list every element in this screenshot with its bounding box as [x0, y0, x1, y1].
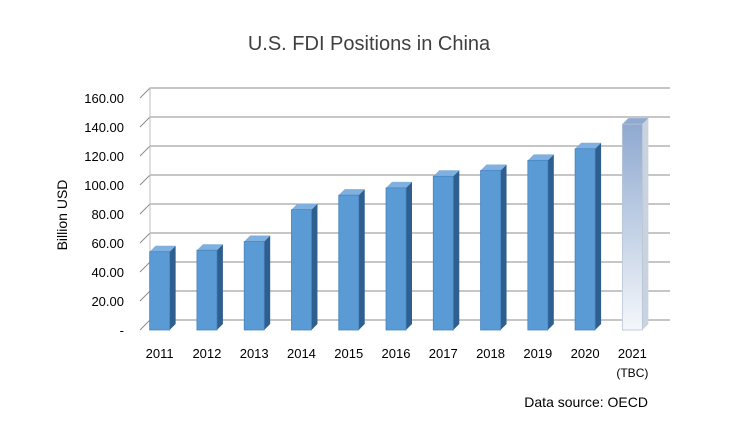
bar-top	[149, 245, 176, 252]
bar-side	[264, 235, 271, 330]
y-tick-label: 100.00	[84, 178, 124, 193]
bar-front	[196, 249, 218, 331]
y-tick-label: -	[120, 323, 124, 338]
bar	[480, 164, 507, 331]
y-tick-label: 120.00	[84, 149, 124, 164]
chart-title: U.S. FDI Positions in China	[247, 33, 491, 55]
bar-side	[453, 170, 460, 330]
bar-side	[216, 244, 223, 330]
bar-side	[642, 118, 649, 330]
y-tick-label: 140.00	[84, 120, 124, 135]
bar-front	[385, 187, 407, 331]
bar	[385, 181, 412, 331]
y-tick-label: 80.00	[91, 207, 124, 222]
bar-side	[500, 164, 507, 330]
bar-side	[358, 189, 365, 330]
bar	[149, 245, 176, 331]
bar-front	[243, 241, 265, 331]
bar-top	[575, 142, 602, 149]
bar-side	[169, 245, 176, 330]
bar-top	[196, 244, 223, 251]
bar-front	[574, 148, 596, 331]
gridline	[139, 116, 670, 128]
source-note: Data source: OECD	[524, 394, 648, 410]
x-tick-label: 2021	[618, 346, 647, 361]
bar	[243, 235, 271, 331]
y-tick-label: 40.00	[91, 265, 124, 280]
bar-top	[291, 203, 318, 210]
bar-front	[621, 123, 643, 331]
bar-top	[527, 154, 554, 161]
bar-top	[622, 118, 649, 125]
x-tick-label: 2016	[382, 346, 411, 361]
bar-top	[433, 170, 460, 177]
bar-top	[386, 181, 412, 188]
x-tick-label: 2012	[192, 346, 221, 361]
bar-front	[432, 175, 454, 331]
bar-top	[480, 164, 507, 171]
x-tick-label: 2017	[429, 346, 458, 361]
x-tick-label: 2019	[523, 346, 552, 361]
bar	[291, 203, 318, 331]
bar-side	[406, 181, 412, 330]
bar	[527, 154, 554, 331]
bar-front	[149, 251, 171, 331]
bar-top	[244, 235, 271, 242]
gridline	[139, 87, 670, 99]
x-tick-sublabel: (TBC)	[616, 366, 648, 380]
bar-top	[338, 189, 365, 196]
x-tick-label: 2011	[146, 346, 174, 361]
y-tick-label: 160.00	[84, 91, 124, 106]
bar	[574, 142, 602, 331]
bar-front	[480, 170, 501, 331]
bar-side	[547, 154, 554, 330]
x-tick-label: 2015	[334, 346, 363, 361]
y-tick-label: 20.00	[91, 294, 124, 309]
bar	[621, 118, 649, 331]
bar-front	[338, 194, 360, 331]
bar-side	[311, 203, 318, 330]
x-tick-label: 2014	[287, 346, 316, 361]
bar	[432, 170, 460, 331]
bar-side	[595, 142, 602, 330]
x-tick-label: 2018	[476, 346, 505, 361]
x-tick-label: 2020	[571, 346, 600, 361]
y-tick-label: 60.00	[91, 236, 124, 251]
bar-front	[527, 159, 549, 331]
bar	[338, 189, 365, 331]
x-tick-label: 2013	[240, 346, 269, 361]
bar	[196, 244, 223, 331]
bar-front	[291, 209, 312, 331]
